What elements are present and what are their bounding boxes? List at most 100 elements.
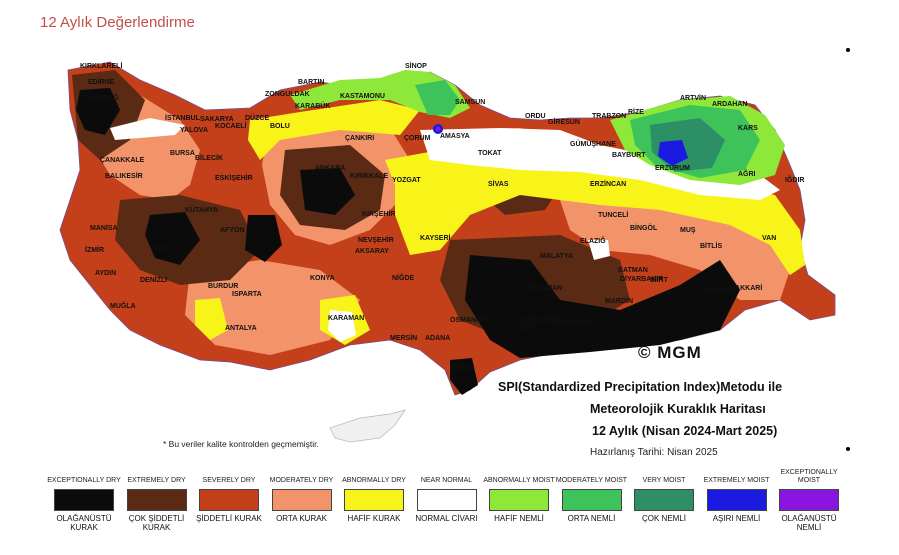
zone-moderately-moist-north — [415, 80, 460, 115]
city-label: YALOVA — [180, 127, 208, 134]
legend: EXCEPTIONALLY DRY OLAĞANÜSTÜ KURAK EXTREME… — [47, 467, 854, 547]
city-label: KOCAELİ — [215, 122, 247, 130]
city-label: AĞRI — [738, 169, 756, 178]
city-label: KARABÜK — [295, 101, 330, 110]
city-label: TOKAT — [478, 150, 502, 157]
zone-exceptionally-moist-amasya — [435, 126, 441, 132]
legend-swatch — [779, 489, 839, 511]
legend-swatch — [271, 489, 332, 511]
city-label: HAKKARİ — [730, 284, 762, 292]
city-label: GİRESUN — [548, 118, 580, 126]
legend-item: EXCEPTIONALLY DRY OLAĞANÜSTÜ KURAK — [44, 467, 124, 532]
legend-swatch — [126, 489, 187, 511]
legend-item: EXCEPTIONALLY MOIST OLAĞANÜSTÜ NEMLİ — [769, 467, 849, 532]
city-label: BATMAN — [618, 267, 648, 274]
city-label: KIRŞEHİR — [362, 210, 395, 218]
city-label: MERSİN — [390, 334, 417, 342]
city-label: MALATYA — [540, 253, 573, 260]
legend-label-en: ABNORMALLY MOIST — [483, 477, 555, 484]
city-label: BİNGÖL — [630, 223, 658, 232]
legend-label-tr: ORTA NEMLİ — [567, 514, 616, 523]
legend-swatch — [489, 489, 549, 511]
city-label: ISPARTA — [232, 291, 262, 298]
legend-label-en: ABNORMALLY DRY — [342, 477, 406, 484]
map-title-line3: 12 Aylık (Nisan 2024-Mart 2025) — [592, 424, 778, 438]
city-label: KASTAMONU — [340, 93, 385, 100]
legend-item: EXTREMELY DRY ÇOK ŞİDDETLİ KURAK — [117, 467, 197, 532]
city-label: AMASYA — [440, 133, 470, 140]
page-heading: 12 Aylık Değerlendirme — [40, 14, 195, 31]
city-label: TRABZON — [592, 113, 626, 120]
legend-label-en: VERY MOIST — [642, 477, 686, 484]
city-label: BİLECİK — [195, 154, 223, 162]
city-label: MANİSA — [90, 224, 118, 232]
city-label: BİTLİS — [700, 242, 722, 250]
zone-moderately-dry-south — [185, 260, 360, 355]
city-label: YOZGAT — [392, 177, 421, 184]
zone-exceptionally-dry-central — [300, 168, 355, 215]
legend-label-en: EXTREMELY MOIST — [703, 477, 770, 484]
city-labels: KIRKLARELİEDİRNEİSTANBULTEKİRDAĞKOCAELİS… — [80, 62, 804, 372]
zone-near-normal-elazig — [588, 240, 610, 260]
city-label: AYDIN — [95, 270, 116, 277]
legend-label-en: SEVERELY DRY — [202, 477, 256, 484]
legend-label-tr: AŞIRI NEMLİ — [712, 514, 761, 523]
legend-swatch — [199, 489, 259, 511]
legend-label-tr: HAFİF NEMLİ — [494, 514, 544, 523]
city-label: KONYA — [310, 275, 335, 282]
zone-exceptionally-dry-southeast — [465, 255, 740, 358]
city-label: MUĞLA — [110, 301, 136, 310]
legend-label-en: EXTREMELY DRY — [127, 477, 186, 484]
city-label: BAYBURT — [612, 152, 646, 159]
city-label: İSTANBUL — [165, 114, 201, 122]
city-label: KIRIKKALE — [350, 173, 388, 180]
city-label: VAN — [762, 235, 776, 242]
city-label: ADANA — [425, 335, 450, 342]
city-label: IĞDIR — [785, 175, 804, 184]
data-footnote: * Bu veriler kalite kontrolden geçmemişt… — [163, 439, 319, 449]
legend-item: ABNORMALLY DRY HAFİF KURAK — [334, 467, 414, 523]
legend-item: VERY MOIST ÇOK NEMLİ — [624, 467, 704, 523]
marmara-sea — [110, 118, 185, 140]
city-label: BURSA — [170, 150, 195, 157]
legend-label-tr: OLAĞANÜSTÜ KURAK — [56, 514, 112, 532]
legend-swatch — [54, 489, 114, 511]
legend-swatch — [706, 489, 767, 511]
city-label: KÜTAHYA — [185, 205, 218, 214]
city-label: BALIKESİR — [105, 172, 143, 180]
copyright-mgm: © MGM — [638, 343, 702, 362]
city-label: TUNCELİ — [598, 211, 628, 219]
map-title-line1: SPI(Standardized Precipitation Index)Met… — [498, 380, 783, 394]
zone-abnormally-dry-central — [385, 145, 805, 275]
city-label: ÇANKIRI — [345, 135, 374, 142]
map-title: SPI(Standardized Precipitation Index)Met… — [498, 376, 868, 442]
city-label: KARS — [738, 125, 758, 132]
legend-label-tr: ÇOK ŞİDDETLİ KURAK — [128, 514, 185, 532]
city-label: SİVAS — [488, 180, 509, 188]
city-label: ORDU — [525, 113, 546, 120]
legend-item: MODERATELY DRY ORTA KURAK — [262, 467, 342, 523]
zone-exceptionally-dry-afyon — [245, 215, 282, 262]
legend-swatch — [561, 489, 622, 511]
city-label: KİLİS — [515, 324, 533, 332]
corner-dot — [846, 48, 850, 52]
legend-item: MODERATELY MOIST ORTA NEMLİ — [552, 467, 632, 523]
city-label: SAMSUN — [455, 99, 485, 106]
city-label: ŞANLIURFA — [555, 320, 595, 327]
city-label: ANKARA — [315, 165, 345, 172]
city-label: MUŞ — [680, 227, 696, 234]
city-label: SİİRT — [650, 276, 669, 284]
city-label: ŞIRNAK — [705, 287, 732, 294]
city-label: HATAY — [452, 365, 475, 372]
zone-near-normal-karaman — [328, 310, 356, 342]
city-label: DİYARBAKIR — [620, 275, 663, 283]
city-label: SİNOP — [405, 62, 427, 70]
city-label: ESKİŞEHİR — [215, 174, 253, 182]
legend-label-en: MODERATELY DRY — [269, 477, 334, 484]
city-label: ADIYAMAN — [525, 285, 562, 292]
city-label: ELAZIĞ — [580, 236, 606, 245]
legend-label-tr: NORMAL CİVARI — [415, 514, 478, 523]
legend-swatch — [416, 489, 477, 511]
corner-dot — [846, 447, 850, 451]
